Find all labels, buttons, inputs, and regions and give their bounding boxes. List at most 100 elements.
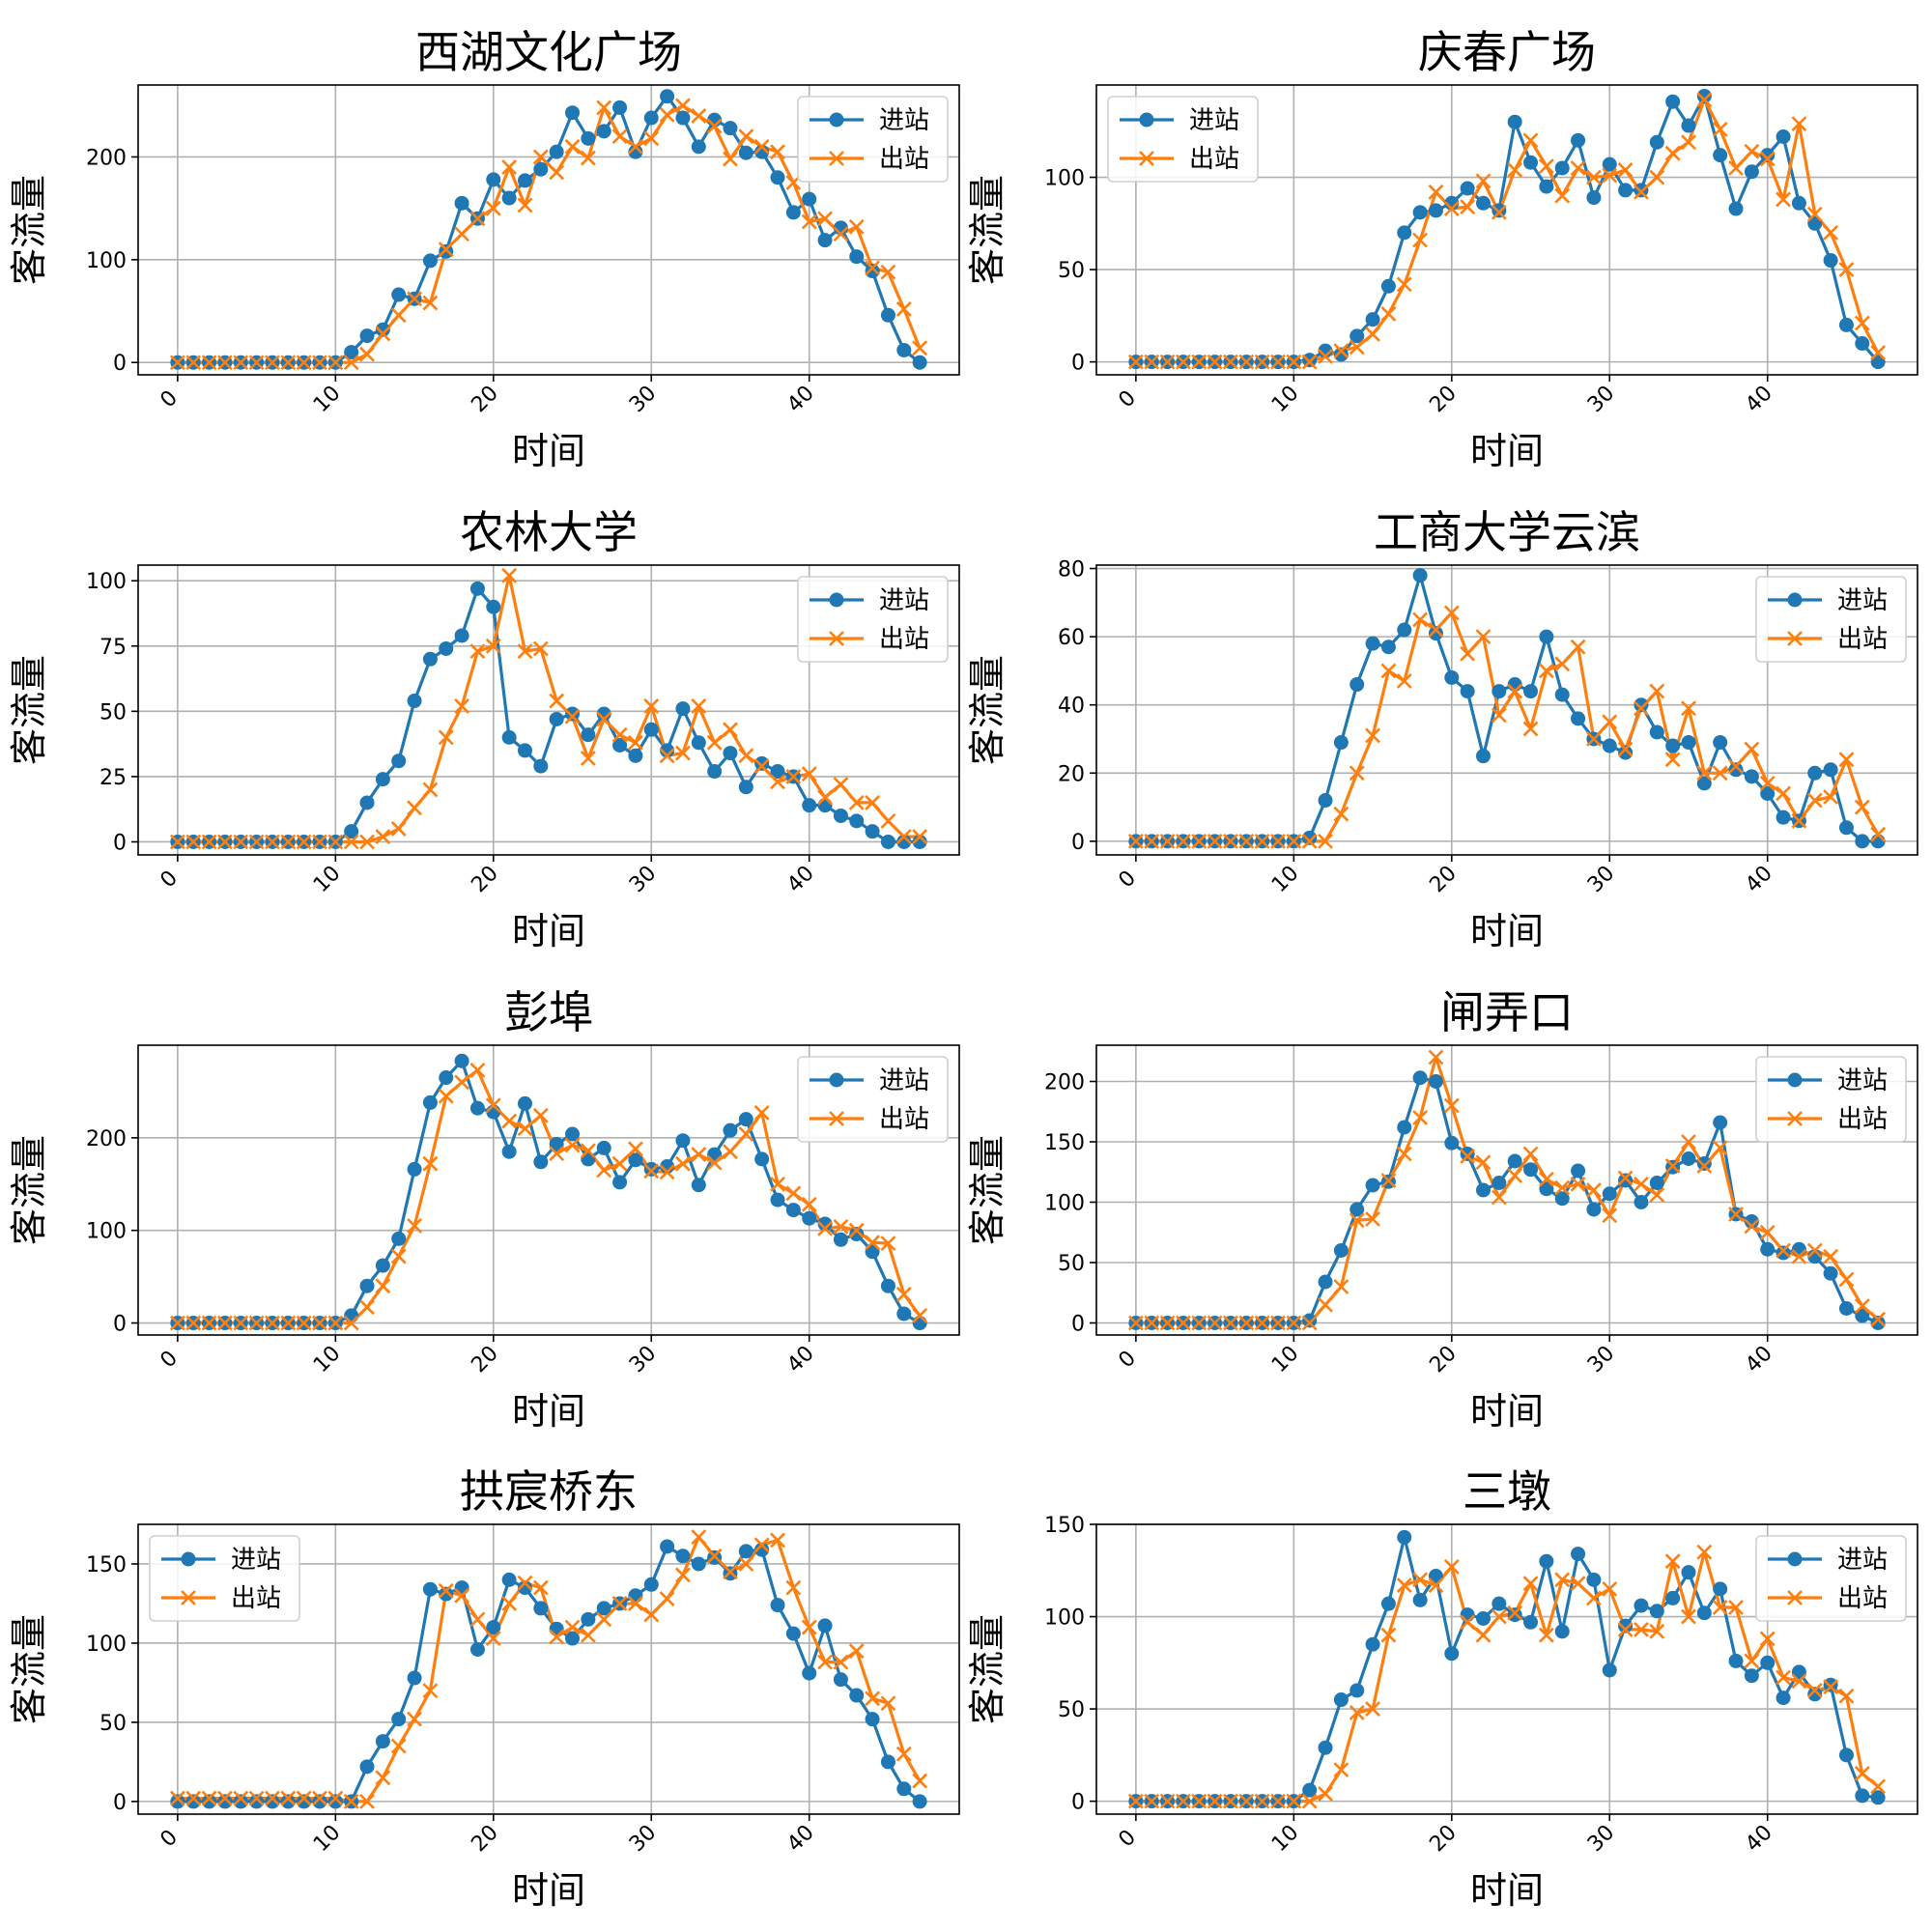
data-point-entry [422,1094,438,1110]
data-point-entry [1870,1316,1886,1330]
data-point-exit [1681,1134,1696,1150]
data-point-exit [1838,752,1855,768]
data-point-entry [501,729,517,745]
data-point-exit [1776,1242,1791,1259]
legend-label-exit: 出站 [1837,1584,1888,1613]
data-point-exit [1412,1572,1429,1588]
data-point-entry [581,727,596,743]
data-point-exit [1207,354,1223,370]
data-point-exit [1238,354,1255,370]
data-point-entry [1634,1598,1649,1613]
data-point-entry [565,1126,581,1142]
data-point-exit [375,1770,391,1786]
y-tick-label: 150 [1044,1131,1085,1155]
data-point-entry [691,1178,706,1193]
data-point-entry [581,130,596,146]
legend-marker-exit [829,1111,844,1126]
data-point-entry [359,1759,375,1775]
data-point-exit [1838,1688,1855,1704]
data-point-exit [517,197,533,213]
data-point-entry [1760,785,1776,801]
data-point-exit [738,128,754,145]
data-point-exit [169,1790,185,1806]
data-point-entry [1460,181,1475,196]
data-point-exit [1681,700,1696,717]
data-point-exit [1207,1315,1223,1331]
data-point-entry [643,110,659,126]
data-point-entry [217,1794,233,1809]
data-point-entry [1428,626,1443,641]
data-point-entry [1634,697,1649,713]
data-point-entry [896,342,912,357]
legend-label-exit: 出站 [879,1105,929,1134]
data-point-entry [849,1227,865,1242]
data-point-exit [564,1137,581,1153]
data-point-exit [343,1315,359,1331]
data-point-entry [1855,336,1870,352]
data-point-exit [312,834,327,850]
data-point-exit [880,264,896,280]
data-point-entry [1618,1618,1634,1634]
data-point-entry [754,1151,770,1167]
data-point-entry [391,1231,407,1246]
data-point-exit [1712,121,1728,137]
data-point-entry [1412,568,1428,583]
data-point-exit [833,226,849,242]
data-point-exit [1776,785,1791,802]
axes-frame [1095,1523,1918,1815]
data-point-exit [1602,1580,1618,1597]
data-point-exit [216,1315,233,1331]
data-point-exit [1491,1189,1507,1206]
x-tick-label: 0 [156,1347,183,1374]
data-point-entry [1728,762,1744,778]
data-point-exit [1744,1653,1760,1669]
data-point-exit [1380,663,1397,679]
data-point-exit [1191,354,1208,370]
data-point-exit [912,829,928,845]
data-point-exit [1286,1793,1302,1809]
data-point-entry [802,1210,817,1226]
data-point-entry [501,1144,517,1159]
x-tick-label: 30 [1583,1342,1619,1378]
data-point-exit [280,1315,297,1331]
data-point-exit [895,1746,912,1762]
data-point-exit [1238,1315,1255,1331]
data-point-exit [1127,354,1144,370]
data-point-exit [233,1315,249,1331]
legend-marker-exit [1787,631,1803,646]
x-axis-label: 时间 [512,1390,585,1433]
y-tick-label: 0 [113,352,127,376]
subplot-title: 三墩 [1463,1465,1551,1518]
data-point-exit [296,1315,312,1331]
data-point-exit [517,1121,533,1137]
data-point-exit [1791,812,1807,829]
data-point-exit [1664,145,1681,161]
data-point-entry [912,1316,927,1331]
data-point-entry [1870,355,1886,370]
data-point-entry [754,144,770,159]
x-tick-label: 20 [467,1342,502,1378]
data-point-entry [723,746,738,761]
data-point-exit [785,1185,802,1202]
data-point-exit [201,1315,217,1331]
data-point-entry [596,1601,611,1616]
legend-marker-exit [1787,1111,1803,1126]
data-point-entry [691,735,706,751]
data-point-exit [1806,792,1823,809]
data-point-exit [1696,1544,1713,1560]
data-layer [1127,88,1887,370]
data-point-exit [1286,1315,1302,1331]
data-point-entry [1602,1662,1617,1678]
data-point-exit [1602,167,1618,184]
data-point-exit [833,1654,849,1670]
data-point-entry [517,1580,532,1596]
data-point-entry [1492,1176,1507,1190]
data-point-exit [643,130,660,147]
data-point-exit [675,745,691,761]
data-point-entry [1838,820,1854,836]
data-point-exit [1460,199,1476,215]
x-tick-label: 30 [625,1821,661,1857]
data-point-exit [1175,833,1191,849]
data-point-exit [1664,1553,1681,1570]
x-tick-label: 10 [1267,1821,1303,1857]
